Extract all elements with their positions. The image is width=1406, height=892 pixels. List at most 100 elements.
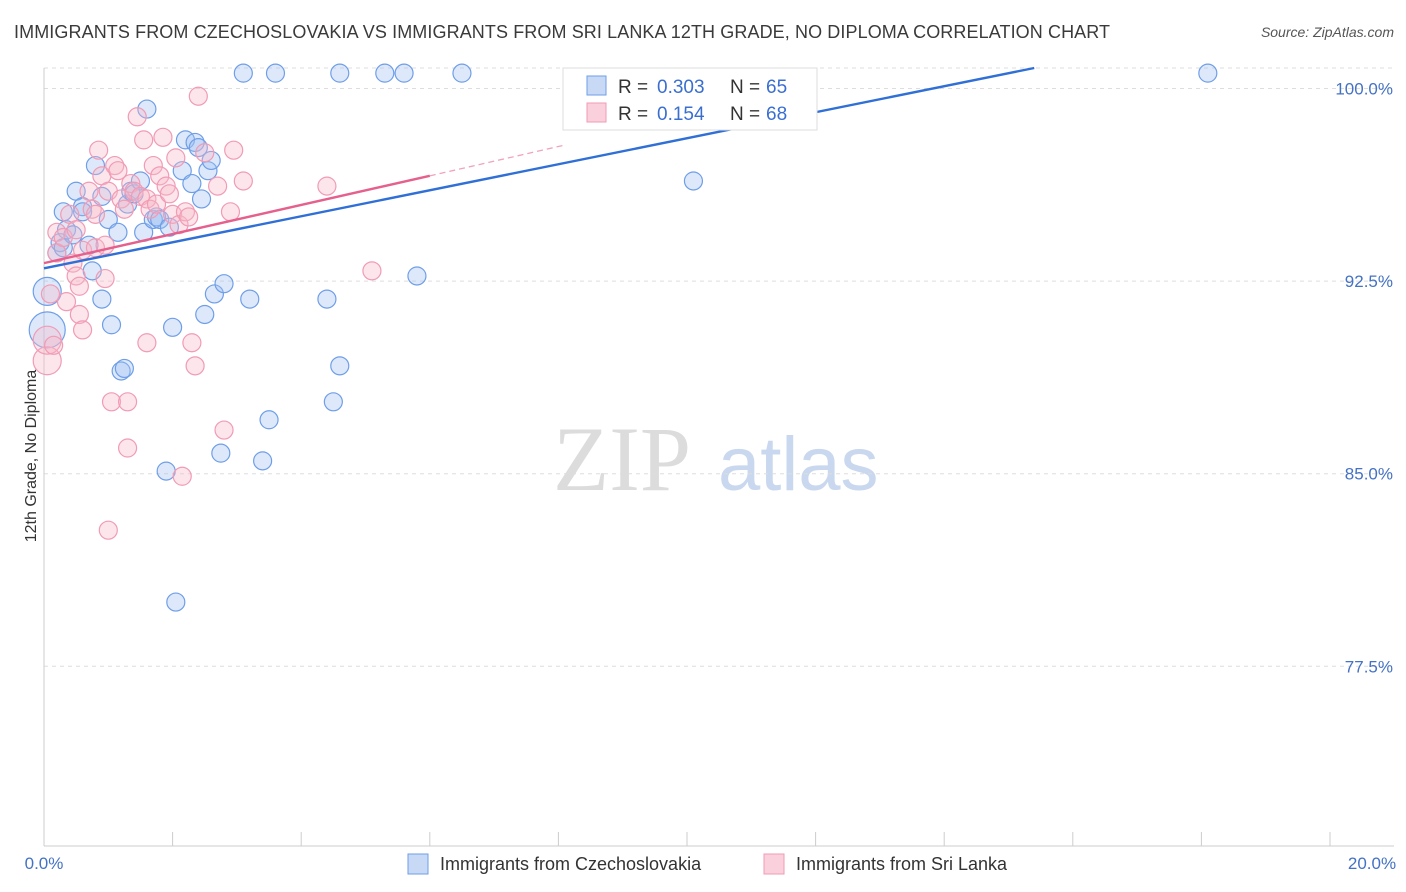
- watermark-zip: ZIP: [553, 408, 691, 510]
- legend-n-label-1: N =: [730, 77, 760, 98]
- data-point-sri-lanka: [362, 261, 382, 281]
- data-point-sri-lanka: [153, 127, 173, 147]
- source-credit: Source: ZipAtlas.com: [1260, 24, 1394, 40]
- gridlines: [44, 67, 1394, 667]
- data-point-sri-lanka: [182, 333, 202, 353]
- data-point-czechoslovakia: [137, 99, 157, 119]
- legend-swatch-pink: [586, 102, 607, 123]
- data-point-sri-lanka: [40, 284, 61, 304]
- data-point-sri-lanka: [137, 333, 157, 353]
- watermark-atlas: atlas: [718, 422, 879, 507]
- legend-r-value-2: 0.154: [657, 104, 705, 125]
- data-point-sri-lanka: [233, 171, 253, 191]
- bottom-legend-label-2: Immigrants from Sri Lanka: [796, 854, 1008, 874]
- data-point-czechoslovakia: [92, 289, 112, 309]
- trend-line-czechoslovakia: [43, 66, 1035, 270]
- data-point-czechoslovakia: [166, 592, 186, 612]
- data-point-czechoslovakia: [375, 63, 395, 83]
- data-point-sri-lanka: [185, 356, 205, 376]
- data-point-czechoslovakia: [195, 304, 215, 325]
- data-point-czechoslovakia: [32, 276, 62, 306]
- data-point-czechoslovakia: [114, 358, 134, 379]
- legend-r-label-1: R =: [618, 77, 648, 98]
- data-point-czechoslovakia: [156, 461, 176, 481]
- legend-n-value-1: 65: [766, 77, 787, 98]
- y-axis-title: 12th Grade, No Diploma: [23, 370, 40, 543]
- data-point-sri-lanka: [89, 140, 109, 160]
- data-point-sri-lanka: [95, 268, 115, 289]
- bottom-legend-swatch-blue: [407, 853, 429, 875]
- data-point-czechoslovakia: [204, 284, 224, 304]
- legend-n-value-2: 68: [766, 104, 787, 125]
- data-point-czechoslovakia: [191, 189, 212, 209]
- data-point-sri-lanka: [69, 304, 89, 325]
- legend-r-value-1: 0.303: [657, 77, 705, 98]
- data-point-sri-lanka: [66, 220, 86, 240]
- data-point-sri-lanka: [47, 222, 67, 242]
- data-point-czechoslovakia: [182, 173, 202, 194]
- data-point-sri-lanka: [108, 161, 128, 181]
- data-point-czechoslovakia: [143, 209, 163, 230]
- data-point-sri-lanka: [175, 202, 196, 222]
- data-point-czechoslovakia: [323, 392, 343, 412]
- y-tick-label: 77.5%: [1345, 657, 1393, 676]
- data-point-sri-lanka: [105, 155, 125, 176]
- data-point-czechoslovakia: [214, 274, 234, 294]
- correlation-legend: R = 0.303 N = 65 R = 0.154 N = 68: [562, 67, 818, 131]
- data-point-sri-lanka: [143, 155, 163, 176]
- data-point-czechoslovakia: [394, 63, 414, 83]
- data-point-sri-lanka: [117, 438, 138, 458]
- data-point-sri-lanka: [140, 199, 160, 219]
- data-point-sri-lanka: [82, 199, 102, 219]
- data-point-sri-lanka: [188, 86, 208, 106]
- data-point-czechoslovakia: [253, 451, 273, 471]
- data-point-sri-lanka: [195, 143, 215, 163]
- data-point-czechoslovakia: [92, 186, 112, 206]
- data-point-sri-lanka: [85, 204, 106, 224]
- data-point-sri-lanka: [146, 194, 167, 214]
- legend-r-label-2: R =: [618, 104, 648, 125]
- data-point-sri-lanka: [56, 292, 77, 312]
- series-legend: Immigrants from Czechoslovakia Immigrant…: [407, 853, 1008, 875]
- data-point-czechoslovakia: [28, 311, 66, 349]
- data-point-czechoslovakia: [85, 155, 106, 176]
- chart-title: IMMIGRANTS FROM CZECHOSLOVAKIA VS IMMIGR…: [14, 22, 1111, 42]
- data-point-sri-lanka: [220, 202, 241, 222]
- data-point-sri-lanka: [114, 199, 134, 219]
- data-point-czechoslovakia: [330, 63, 350, 83]
- legend-swatch-blue: [586, 75, 607, 96]
- trend-line-sri-lanka: [43, 174, 431, 265]
- data-point-sri-lanka: [156, 176, 176, 196]
- data-point-sri-lanka: [159, 184, 179, 204]
- data-point-czechoslovakia: [98, 209, 118, 230]
- data-point-sri-lanka: [66, 266, 86, 286]
- y-tick-label: 92.5%: [1345, 272, 1393, 291]
- bottom-legend-label-1: Immigrants from Czechoslovakia: [440, 854, 702, 874]
- x-tick-marks: [43, 832, 1331, 846]
- data-point-sri-lanka: [44, 335, 64, 355]
- data-point-czechoslovakia: [150, 209, 170, 230]
- data-point-sri-lanka: [101, 392, 122, 412]
- y-tick-labels: 77.5% 85.0% 92.5% 100.0%: [1335, 80, 1393, 677]
- data-point-sri-lanka: [224, 140, 244, 160]
- data-point-czechoslovakia: [101, 315, 122, 335]
- data-point-czechoslovakia: [317, 289, 337, 309]
- data-point-czechoslovakia: [452, 63, 472, 83]
- data-point-czechoslovakia: [683, 171, 704, 191]
- series-czechoslovakia-points: [28, 63, 1218, 612]
- trend-line-sri-lanka-extended: [429, 144, 565, 177]
- data-point-sri-lanka: [117, 392, 138, 412]
- y-tick-label: 85.0%: [1345, 465, 1393, 484]
- data-point-czechoslovakia: [163, 317, 183, 337]
- data-point-sri-lanka: [166, 148, 186, 168]
- data-point-czechoslovakia: [185, 132, 205, 153]
- data-point-czechoslovakia: [111, 361, 131, 381]
- trend-lines: [43, 66, 1035, 270]
- data-point-sri-lanka: [134, 130, 154, 150]
- y-tick-label: 100.0%: [1335, 80, 1393, 99]
- data-point-sri-lanka: [214, 420, 234, 440]
- data-point-czechoslovakia: [233, 63, 253, 83]
- data-point-czechoslovakia: [188, 137, 208, 158]
- data-point-czechoslovakia: [108, 222, 128, 242]
